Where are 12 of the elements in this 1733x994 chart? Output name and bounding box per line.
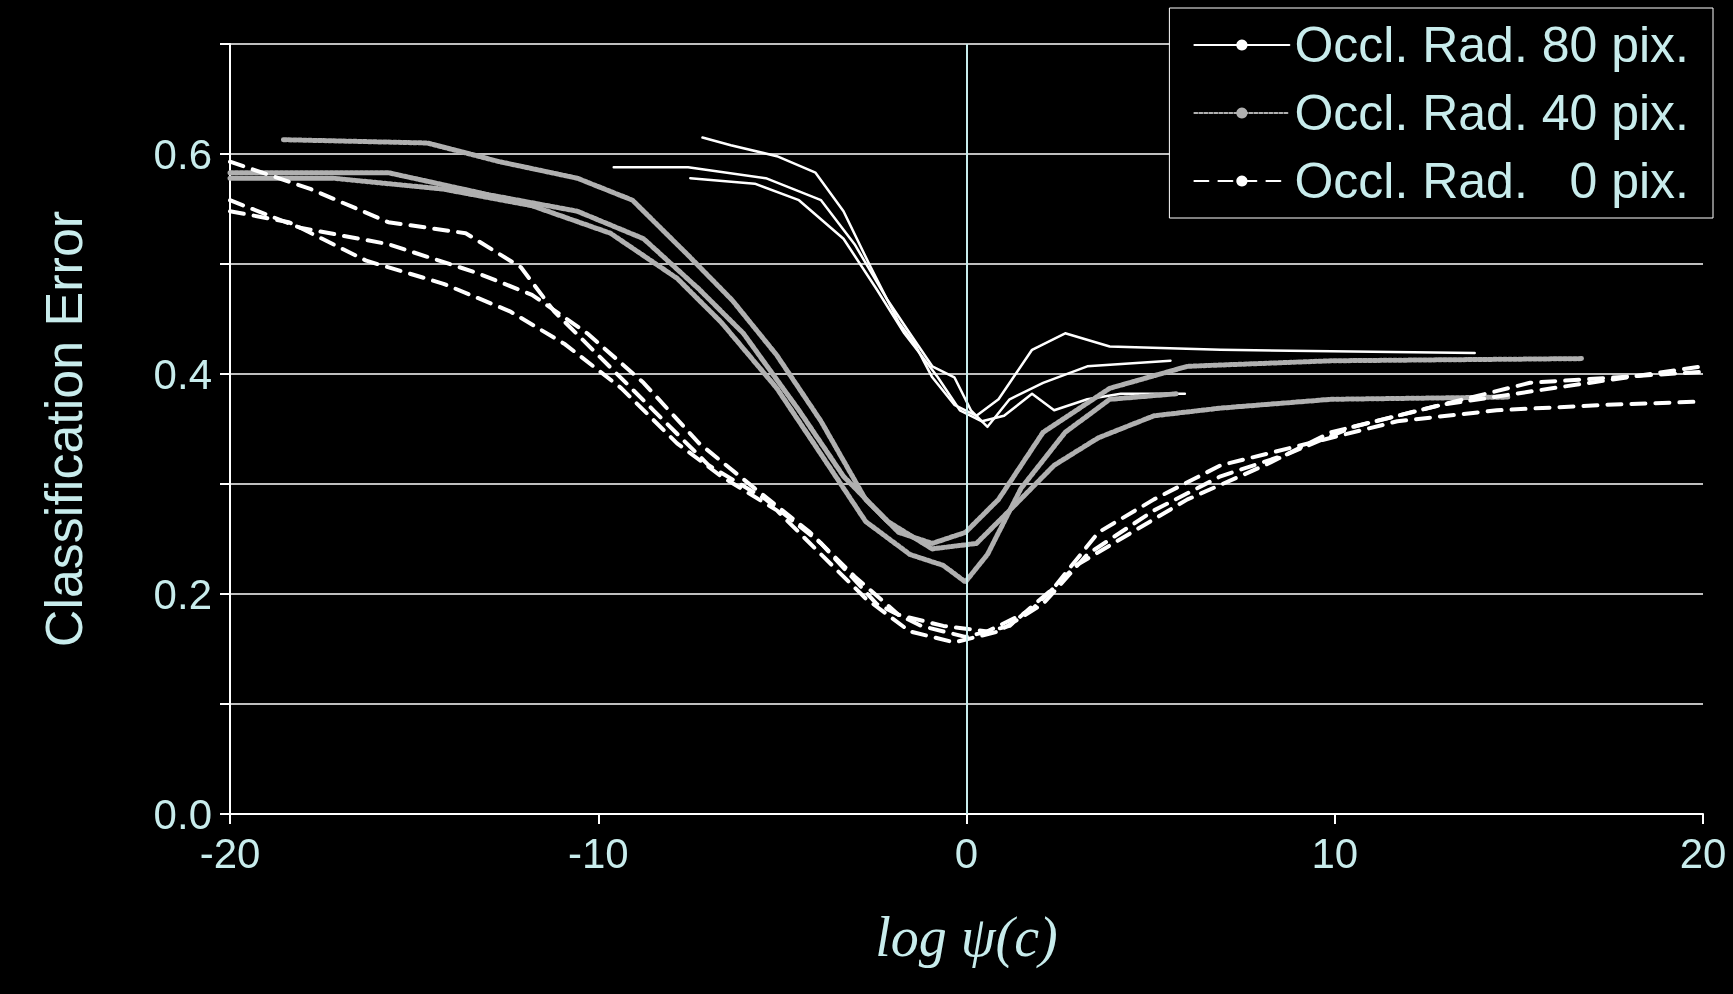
- x-tick-label: 20: [1679, 829, 1727, 877]
- y-tick-label: 0.2: [153, 570, 212, 618]
- x-tick-label: -10: [567, 829, 629, 877]
- y-tick-label: 0.6: [153, 130, 212, 178]
- legend-label: Occl. Rad. 80 pix.: [1294, 17, 1689, 73]
- x-axis-title: log ψ(c): [875, 906, 1058, 969]
- x-tick-label: 10: [1311, 829, 1359, 877]
- legend-label: Occl. Rad. 0 pix.: [1294, 153, 1689, 209]
- legend-label: Occl. Rad. 40 pix.: [1294, 85, 1689, 141]
- y-axis-title: Classification Error: [35, 210, 93, 648]
- y-tick-label: 0.4: [153, 350, 212, 398]
- x-tick-label: 0: [954, 829, 979, 877]
